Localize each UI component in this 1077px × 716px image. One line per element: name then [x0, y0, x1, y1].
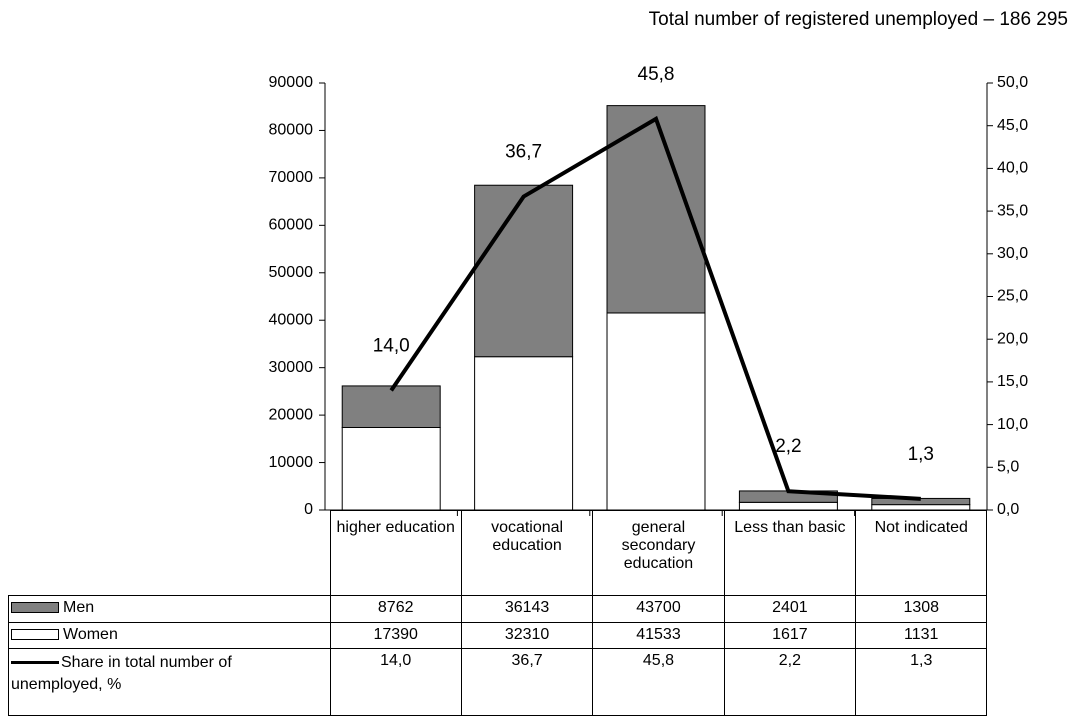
- table-value: 41533: [592, 622, 725, 649]
- y-tick-label: 20000: [269, 406, 314, 423]
- table-value: 17390: [329, 622, 462, 649]
- table-value: 36143: [460, 595, 594, 623]
- table-value: 43700: [592, 595, 725, 623]
- table-value: 1131: [855, 622, 988, 649]
- y2-tick-label: 35,0: [997, 202, 1028, 219]
- category-label: Not indicated: [855, 510, 988, 596]
- y2-tick-label: 10,0: [997, 416, 1028, 433]
- table-value: 1308: [855, 595, 988, 623]
- data-label: 36,7: [505, 142, 542, 163]
- legend-label: Share in total number of unemployed, %: [11, 654, 232, 693]
- bar: [738, 501, 838, 511]
- legend-swatch: [11, 629, 59, 641]
- category-label: general secondary education: [592, 510, 725, 596]
- category-label: Less than basic: [723, 510, 857, 596]
- bar: [474, 356, 574, 511]
- legend-item: Women: [8, 622, 331, 649]
- table-corner: [9, 511, 331, 596]
- table-value: 1617: [723, 622, 857, 649]
- data-table: higher education vocational education gene…: [8, 510, 988, 716]
- y-tick-label: 0: [304, 501, 313, 518]
- table-value: 45,8: [592, 648, 725, 716]
- y2-tick-label: 45,0: [997, 117, 1028, 134]
- y2-tick-label: 30,0: [997, 245, 1028, 262]
- table-value: 1,3: [855, 648, 988, 716]
- legend-label: Women: [63, 626, 118, 643]
- table-value: 2401: [723, 595, 857, 623]
- table-value: 36,7: [460, 648, 594, 716]
- legend-swatch: [11, 602, 59, 614]
- y-tick-label: 60000: [269, 217, 314, 234]
- y-tick-label: 30000: [269, 359, 314, 376]
- bar: [341, 426, 441, 511]
- y-tick-label: 70000: [269, 169, 314, 186]
- chart-title: Total number of registered unemployed – …: [649, 9, 1068, 30]
- data-label: 14,0: [373, 335, 410, 356]
- y2-tick-label: 25,0: [997, 288, 1028, 305]
- data-label: 45,8: [638, 64, 675, 85]
- legend-line: [11, 661, 59, 665]
- y2-tick-label: 0,0: [997, 501, 1019, 518]
- bar: [871, 497, 971, 506]
- y2-tick-label: 20,0: [997, 330, 1028, 347]
- y-tick-label: 50000: [269, 264, 314, 281]
- y2-tick-label: 5,0: [997, 459, 1019, 476]
- y2-tick-label: 40,0: [997, 160, 1028, 177]
- bar: [341, 385, 441, 428]
- category-label: higher education: [329, 510, 462, 596]
- y-tick-label: 90000: [269, 74, 314, 91]
- bar: [474, 184, 574, 358]
- data-label: 1,3: [908, 444, 934, 465]
- table-value: 32310: [460, 622, 594, 649]
- table-value: 2,2: [723, 648, 857, 716]
- y-tick-label: 80000: [269, 122, 314, 139]
- y-tick-label: 10000: [269, 454, 314, 471]
- legend-item: Share in total number of unemployed, %: [8, 648, 331, 716]
- bar: [606, 312, 706, 511]
- category-label: vocational education: [460, 510, 594, 596]
- y2-tick-label: 15,0: [997, 373, 1028, 390]
- y2-tick-label: 50,0: [997, 74, 1028, 91]
- table-value: 14,0: [329, 648, 462, 716]
- data-label: 2,2: [775, 436, 801, 457]
- legend-label: Men: [63, 599, 95, 616]
- table-value: 8762: [329, 595, 462, 623]
- y-tick-label: 40000: [269, 311, 314, 328]
- line: [389, 115, 921, 501]
- legend-item: Men: [8, 595, 331, 623]
